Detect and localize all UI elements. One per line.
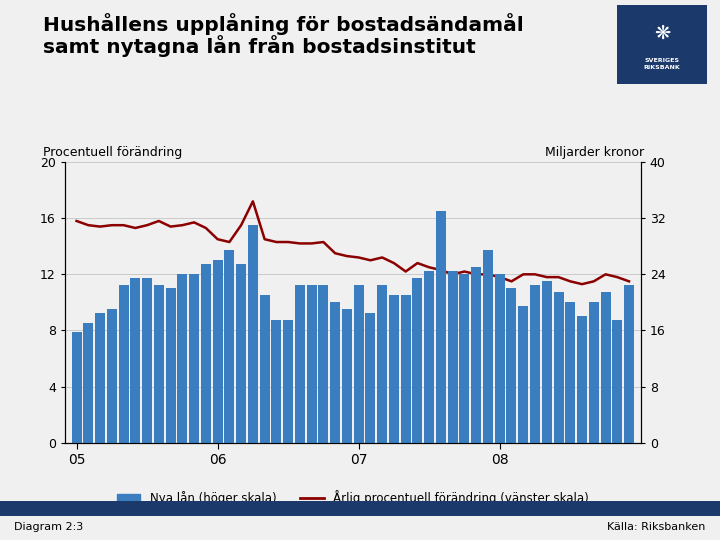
Bar (95, 313, 105, 443)
Text: Procentuell förändring: Procentuell förändring (43, 146, 182, 159)
Bar (342, 309, 352, 443)
Bar (495, 274, 505, 443)
Bar (541, 281, 552, 443)
Bar (119, 285, 129, 443)
Bar (483, 249, 493, 443)
Bar (225, 249, 235, 443)
Bar (354, 285, 364, 443)
Bar (260, 295, 269, 443)
Bar (401, 295, 410, 443)
Text: Hushållens upplåning för bostadsändamål: Hushållens upplåning för bostadsändamål (43, 14, 524, 36)
Bar (130, 278, 140, 443)
Bar (600, 292, 611, 443)
Bar (330, 302, 340, 443)
Bar (307, 285, 317, 443)
Bar (413, 278, 423, 443)
Bar (554, 292, 564, 443)
Bar (295, 285, 305, 443)
Bar (248, 225, 258, 443)
Bar (565, 302, 575, 443)
Bar (236, 264, 246, 443)
Bar (154, 285, 164, 443)
Text: Miljarder kronor: Miljarder kronor (545, 146, 644, 159)
Bar (506, 288, 516, 443)
Bar (612, 320, 622, 443)
Bar (518, 306, 528, 443)
Bar (142, 278, 152, 443)
Bar (366, 313, 375, 443)
Bar (424, 271, 434, 443)
Text: Diagram 2:3: Diagram 2:3 (14, 522, 84, 531)
Bar (84, 323, 94, 443)
Bar (318, 285, 328, 443)
Bar (107, 309, 117, 443)
Text: SVERIGES
RIKSBANK: SVERIGES RIKSBANK (644, 58, 680, 70)
Bar (389, 295, 399, 443)
Bar (448, 271, 458, 443)
Bar (189, 274, 199, 443)
Bar (436, 211, 446, 443)
Bar (459, 274, 469, 443)
Bar (471, 267, 481, 443)
Bar (271, 320, 282, 443)
Bar (530, 285, 540, 443)
Bar (166, 288, 176, 443)
Bar (624, 285, 634, 443)
Bar (177, 274, 187, 443)
Bar (71, 332, 81, 443)
Text: ❋: ❋ (654, 23, 670, 42)
Bar (201, 264, 211, 443)
Bar (377, 285, 387, 443)
Bar (283, 320, 293, 443)
Bar (589, 302, 599, 443)
Text: Källa: Riksbanken: Källa: Riksbanken (607, 522, 706, 531)
Text: samt nytagna lån från bostadsinstitut: samt nytagna lån från bostadsinstitut (43, 35, 476, 57)
Legend: Nya lån (höger skala), Årlig procentuell förändring (vänster skala): Nya lån (höger skala), Årlig procentuell… (112, 485, 593, 510)
Bar (577, 316, 587, 443)
Bar (212, 260, 222, 443)
